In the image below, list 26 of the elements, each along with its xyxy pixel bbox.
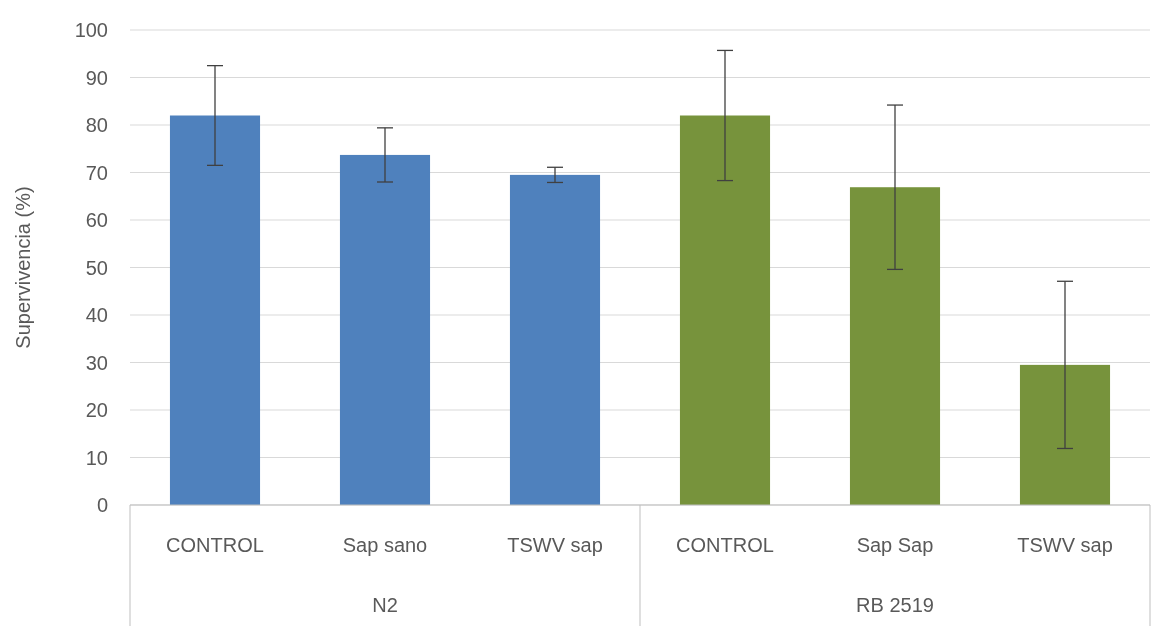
y-tick-label: 90 bbox=[85, 66, 108, 89]
y-tick-label: 10 bbox=[85, 446, 108, 469]
y-tick-label: 100 bbox=[74, 19, 108, 41]
bar bbox=[849, 187, 941, 505]
x-tick-label: CONTROL bbox=[676, 534, 774, 556]
y-tick-label: 0 bbox=[96, 494, 108, 516]
bar bbox=[169, 115, 261, 505]
y-tick-label: 30 bbox=[85, 351, 108, 374]
bar bbox=[1019, 364, 1111, 505]
x-tick-label: CONTROL bbox=[166, 534, 264, 556]
y-tick-label: 60 bbox=[85, 209, 108, 231]
x-tick-label: TSWV sap bbox=[507, 534, 603, 556]
y-axis-title: Supervivencia (%) bbox=[12, 186, 34, 349]
text: N2 bbox=[372, 594, 398, 616]
y-tick-label: 80 bbox=[85, 114, 108, 136]
y-tick-label: 20 bbox=[85, 399, 108, 421]
x-tick-label: Sap sano bbox=[342, 534, 428, 556]
x-tick-label: TSWV sap bbox=[1017, 534, 1113, 556]
y-tick-label: 50 bbox=[85, 256, 108, 279]
bar bbox=[679, 115, 771, 505]
bar bbox=[509, 174, 601, 505]
text: RB 2519 bbox=[856, 594, 934, 616]
y-tick-label: 70 bbox=[85, 161, 108, 184]
bar bbox=[339, 154, 431, 505]
x-tick-label: Sap Sap bbox=[856, 534, 934, 556]
y-tick-label: 40 bbox=[85, 304, 108, 326]
